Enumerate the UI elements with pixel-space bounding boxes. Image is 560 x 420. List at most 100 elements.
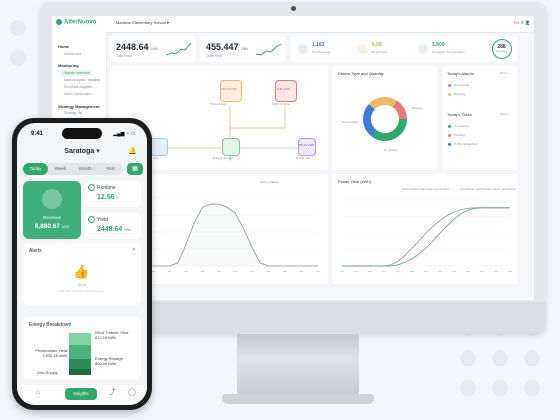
grid-node-icon[interactable]: [150, 138, 168, 156]
status-dot: [448, 93, 451, 96]
x-tick: [410, 271, 414, 272]
node-label: Energy Storage: [213, 156, 234, 160]
profile-icon[interactable]: ◯: [128, 389, 136, 396]
x-tick: [267, 271, 270, 272]
sidebar-item-electrical-diagram[interactable]: Electrical diagram: [64, 85, 92, 89]
power-grid-node-icon[interactable]: [298, 138, 316, 156]
runtime-number: 12.56: [97, 194, 115, 201]
alarms-more-link[interactable]: More >: [500, 71, 510, 75]
runtime-card[interactable]: Runtime 12.56 h: [85, 181, 141, 207]
power-icon: [358, 44, 368, 54]
leaf-icon: [56, 19, 62, 25]
site-title-text: Saratoga: [64, 148, 95, 155]
chart-legend: Photovoltaic total power generation: [402, 187, 449, 191]
mini-stat-label: Real Power: [372, 50, 388, 54]
chevron-right-icon[interactable]: ›: [133, 247, 135, 253]
status-time: 9:41: [31, 131, 44, 137]
alarms-tasks-panel: Today's Alarms More > Unresolved Pending…: [442, 66, 518, 170]
tasks-more-link[interactable]: More >: [500, 112, 510, 116]
mini-stats-card: 1.163 Day Revenue 6.03 Real Power 1.509 …: [290, 36, 518, 62]
x-tick: [508, 271, 512, 272]
pv-value: 1,835.48 kWh: [42, 352, 67, 358]
sidebar-item-data-analysis[interactable]: Data analysis / realtime: [64, 78, 101, 82]
alerts-card[interactable]: Alerts › 👍 Great No alert has occurred i…: [23, 243, 141, 305]
bg-dot: [460, 350, 476, 366]
bottom-nav: ⌂ Insights ⤴ ◯: [17, 385, 147, 405]
node-value: 2.37 kWh: [277, 87, 290, 91]
sidebar-item-alarm-info[interactable]: Alarm information: [64, 92, 92, 96]
trend-icon[interactable]: ⤴: [108, 389, 116, 396]
tab-year[interactable]: Year: [105, 166, 116, 171]
revenue-label: Revenue: [42, 215, 61, 220]
power-yield-chart: [340, 199, 512, 272]
site-title[interactable]: Saratoga ▾: [64, 148, 100, 155]
bg-dot: [10, 20, 26, 36]
series-line: [342, 207, 510, 267]
wind-turbine-node-icon[interactable]: [275, 80, 297, 102]
yield-value: 2448.64 kWh: [97, 226, 131, 233]
alerts-title: Alerts: [29, 248, 42, 254]
sidebar-group-monitoring[interactable]: Monitoring: [58, 63, 79, 68]
x-tick: [300, 271, 303, 272]
donut-slice: [363, 97, 407, 141]
tab-week[interactable]: Week: [54, 166, 67, 171]
topbar-actions[interactable]: EN ⚙ 👤: [513, 20, 530, 25]
x-tick: [316, 271, 320, 272]
runtime-unit: h: [116, 196, 119, 200]
photovoltaic-node-icon[interactable]: [220, 80, 242, 102]
device-donut-chart: [363, 97, 407, 141]
period-tabs: Today Week Month Year: [23, 163, 123, 175]
monitor-stand: [237, 334, 359, 396]
site-selector[interactable]: Madison Elementary School ▾: [116, 20, 169, 25]
x-tick: [151, 271, 155, 272]
tab-today[interactable]: Today: [23, 163, 48, 175]
status-dot: [448, 134, 451, 137]
yield-unit: kWh: [124, 228, 132, 232]
grid-label: Grid Supply: [37, 370, 58, 375]
calendar-icon[interactable]: ▦: [127, 163, 143, 175]
mini-stat-label: Operation Time Duration: [432, 50, 465, 54]
x-tick: [340, 271, 344, 272]
bg-dot: [460, 380, 476, 396]
energy-breakdown-card[interactable]: Energy Breakdown Wind Turbine Yield 612.1…: [23, 317, 141, 379]
phone-screen: 9:41 ▂▄▆ ◔ ▭ Saratoga ▾ 🔔 Today Week Mon…: [17, 123, 147, 405]
bell-icon[interactable]: 🔔: [128, 148, 137, 155]
home-icon[interactable]: ⌂: [35, 389, 41, 396]
yield-card[interactable]: Yield 2448.64 kWh: [85, 213, 141, 239]
bg-dot: [524, 350, 540, 366]
x-tick: [250, 271, 254, 272]
task-item: To Be Dispatched: [454, 142, 478, 146]
sidebar-item-dashboard[interactable]: Dashboard: [64, 52, 82, 56]
x-tick: [452, 271, 456, 272]
mini-stat-value: 1.163: [312, 42, 325, 48]
donut-label: Photovoltaic: [342, 120, 359, 124]
clock-icon: [418, 44, 428, 54]
energy-storage-node-icon[interactable]: [222, 138, 240, 156]
brand-name: AlterNuovo: [64, 19, 97, 26]
sidebar-group-strategy[interactable]: Strategy Management: [58, 104, 100, 109]
sidebar-item-station-overview[interactable]: Station overview: [61, 70, 93, 76]
kpi-label: Total Yield: [206, 54, 222, 58]
x-tick: [234, 271, 237, 272]
pv-label: Photovoltaic Yield 1,835.48 kWh: [26, 348, 67, 358]
panel-title: Device Type and Quantity: [338, 71, 384, 76]
storage-label: Energy Storage 806.69 kWh: [95, 356, 123, 366]
x-tick: [466, 271, 470, 272]
task-item: Completed: [454, 124, 469, 128]
run-days-label: Run Days: [496, 50, 507, 53]
tab-month[interactable]: Month: [79, 166, 92, 171]
nav-insights[interactable]: Insights: [65, 388, 97, 400]
sidebar-group-home[interactable]: Home: [58, 44, 70, 49]
dynamic-island: [62, 128, 102, 139]
revenue-card[interactable]: Revenue 6,880.67 USD: [23, 181, 81, 239]
bg-dot: [492, 350, 508, 366]
run-days-value: 288: [497, 44, 506, 50]
sidebar-item-strategy-list[interactable]: Strategy list: [64, 111, 83, 115]
brand-logo[interactable]: AlterNuovo: [56, 19, 96, 26]
pv-bar: [69, 345, 91, 359]
mini-stat-value: 1.509: [432, 42, 445, 48]
alarms-title: Today's Alarms: [447, 71, 474, 76]
alerts-empty-title: Great: [77, 283, 87, 287]
chart-legend: Grid to Station: [260, 180, 280, 184]
top-bar: AlterNuovo Madison Elementary School ▾ E…: [52, 16, 534, 33]
